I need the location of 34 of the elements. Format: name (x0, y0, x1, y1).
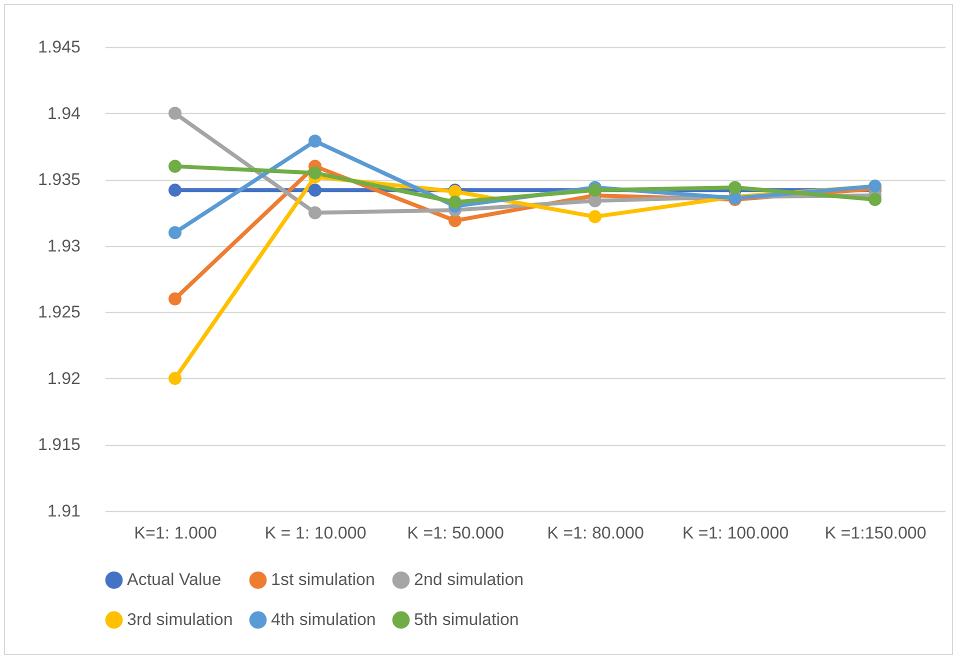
x-tick-label: K = 1: 10.000 (264, 524, 366, 542)
legend-label: 3rd simulation (127, 610, 233, 629)
y-tick-label: 1.935 (38, 170, 80, 190)
y-tick-label: 1.915 (38, 435, 80, 454)
point (868, 192, 882, 206)
legend-label: 2nd simulation (414, 570, 524, 590)
x-tick-label: K =1: 100.000 (682, 524, 789, 542)
point (308, 134, 322, 148)
y-tick-label: 1.925 (38, 302, 80, 322)
x-tick-label: K =1: 80.000 (547, 524, 644, 542)
legend-label: 5th simulation (414, 610, 519, 629)
point (308, 206, 322, 220)
point (168, 226, 182, 240)
point (308, 166, 322, 180)
legend-label: 1st simulation (271, 570, 375, 590)
point (448, 196, 462, 209)
x-tick-label: K =1:150.000 (824, 524, 926, 542)
y-tick-label: 1.93 (47, 236, 80, 256)
x-tick-label: K =1: 50.000 (407, 524, 504, 542)
legend-label: Actual Value (127, 570, 222, 590)
legend-label: 4th simulation (271, 610, 376, 629)
point (168, 292, 182, 306)
point (588, 210, 602, 224)
x-tick-label: K=1: 1.000 (134, 524, 217, 542)
y-tick-label: 1.94 (47, 104, 80, 123)
point (168, 106, 182, 120)
point (168, 184, 182, 197)
point (728, 181, 742, 194)
y-tick-label: 1.92 (47, 368, 80, 388)
y-tick-label: 1.91 (47, 502, 80, 520)
point (168, 160, 182, 173)
point (308, 184, 322, 197)
y-tick-label: 1.945 (38, 38, 80, 56)
point (168, 372, 182, 385)
